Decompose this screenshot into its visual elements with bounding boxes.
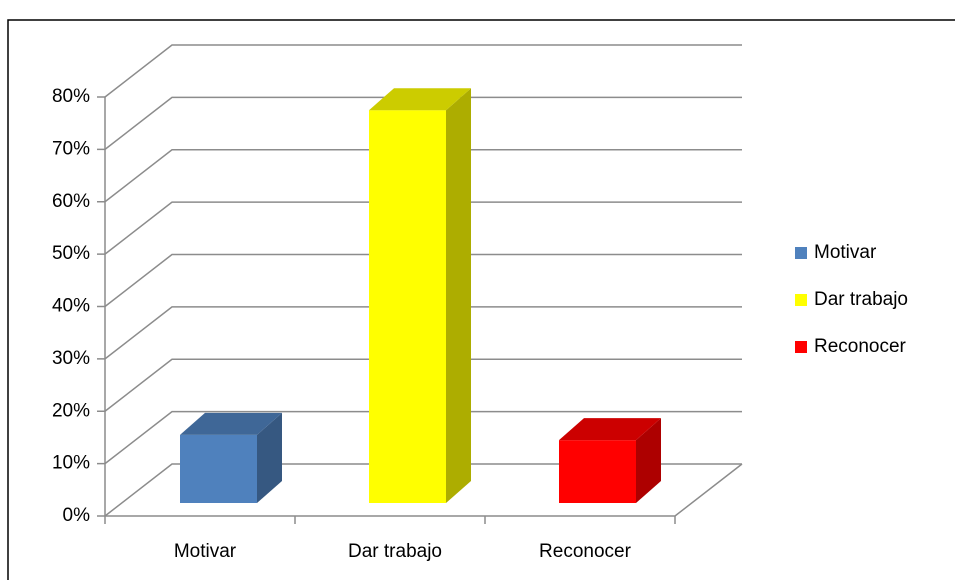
y-tick-label: 0% <box>63 505 91 526</box>
bar-side <box>446 88 471 503</box>
legend-swatch <box>795 247 807 259</box>
bar-side <box>636 418 661 503</box>
grid-line <box>104 201 742 255</box>
grid-line <box>104 306 742 360</box>
legend-label: Motivar <box>814 242 877 263</box>
chart-border <box>7 19 955 580</box>
bar-front <box>369 110 446 503</box>
bar-top <box>180 412 282 435</box>
x-tick-label: Dar trabajo <box>348 541 442 562</box>
grid-line <box>104 358 742 412</box>
y-tick-label: 20% <box>52 400 90 421</box>
grid-line <box>104 149 742 203</box>
grid-line <box>104 410 742 465</box>
bar-front <box>180 434 257 503</box>
y-tick-label: 10% <box>52 453 90 474</box>
grid-line <box>104 253 742 308</box>
grid-line <box>104 463 742 517</box>
y-tick-label: 60% <box>52 191 90 212</box>
y-tick-label: 40% <box>52 296 90 317</box>
bar-side <box>257 412 282 503</box>
y-tick-label: 50% <box>52 243 90 264</box>
legend-swatch <box>795 294 807 306</box>
x-tick-label: Reconocer <box>539 541 632 562</box>
x-tick-label: Motivar <box>174 541 237 562</box>
bar-top <box>559 418 661 441</box>
legend-label: Dar trabajo <box>814 289 908 310</box>
y-tick-label: 70% <box>52 138 90 159</box>
y-tick-label: 80% <box>52 86 90 107</box>
y-tick-label: 30% <box>52 348 90 369</box>
grid-line <box>104 44 742 98</box>
bar-front <box>559 440 636 503</box>
grid-line <box>104 96 742 150</box>
legend-label: Reconocer <box>814 336 907 357</box>
bar-top <box>369 88 471 111</box>
legend-swatch <box>795 341 807 353</box>
